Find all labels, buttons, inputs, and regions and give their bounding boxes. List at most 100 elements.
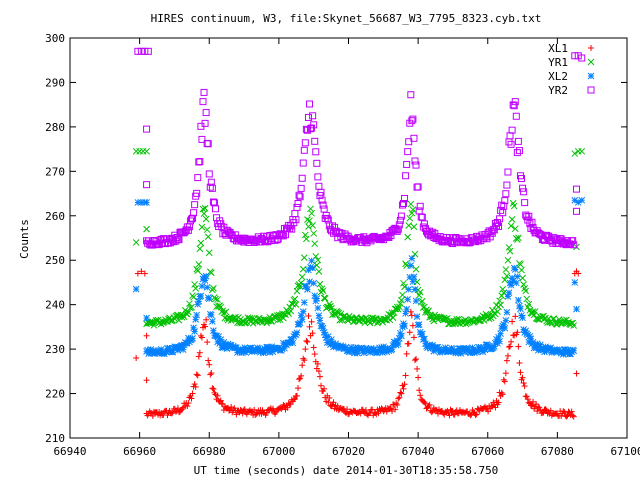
data-point	[416, 387, 423, 394]
data-point	[507, 140, 515, 148]
data-point	[298, 316, 306, 323]
data-point	[534, 408, 541, 415]
data-point	[389, 314, 397, 322]
data-point	[449, 407, 456, 414]
x-tick-label: 66980	[193, 445, 226, 458]
data-point	[319, 201, 327, 209]
data-point	[508, 338, 515, 345]
data-point	[316, 280, 324, 288]
data-point	[516, 360, 523, 367]
data-point	[303, 337, 310, 344]
data-point	[311, 240, 319, 248]
data-point	[311, 351, 318, 358]
data-point	[397, 212, 405, 220]
data-point	[317, 188, 325, 196]
data-point	[300, 254, 308, 261]
y-axis-label: Counts	[18, 219, 31, 259]
data-point	[209, 318, 216, 325]
data-point	[306, 100, 314, 108]
data-point	[508, 215, 516, 223]
data-point	[209, 385, 216, 392]
data-point	[397, 389, 404, 396]
data-point	[209, 198, 217, 206]
data-point	[533, 340, 541, 348]
data-point	[409, 206, 417, 213]
data-point	[304, 216, 311, 224]
y-tick-label: 220	[45, 388, 65, 401]
data-point	[502, 190, 510, 198]
data-point	[505, 344, 512, 351]
data-point	[511, 98, 519, 106]
data-point	[201, 277, 209, 284]
data-point	[188, 395, 195, 402]
data-point	[415, 321, 423, 328]
data-point	[314, 304, 322, 312]
data-point	[490, 399, 497, 406]
data-point	[315, 368, 322, 375]
data-point	[298, 174, 306, 182]
data-point	[503, 272, 511, 280]
data-point	[205, 295, 213, 303]
data-point	[301, 231, 309, 239]
data-point	[404, 148, 412, 156]
data-point	[194, 174, 202, 182]
data-point	[279, 232, 287, 240]
data-point	[510, 102, 518, 110]
data-point	[210, 386, 217, 393]
data-point	[528, 402, 535, 409]
data-point	[192, 285, 200, 292]
data-point	[560, 408, 567, 415]
data-point	[517, 305, 524, 313]
data-point	[193, 189, 201, 197]
data-point	[314, 173, 322, 181]
x-tick-label: 67080	[541, 445, 574, 458]
data-point	[312, 148, 320, 156]
data-point	[410, 134, 418, 142]
data-point	[292, 301, 300, 308]
data-point	[319, 287, 327, 295]
legend-label: YR1	[548, 56, 568, 69]
data-point	[404, 295, 412, 303]
data-point	[309, 222, 316, 229]
data-point	[132, 239, 140, 246]
data-point	[421, 399, 428, 406]
data-point	[184, 226, 192, 234]
data-point	[206, 183, 214, 191]
data-point	[398, 390, 405, 397]
x-axis-label: UT time (seconds) date 2014-01-30T18:35:…	[194, 464, 499, 477]
data-points	[132, 47, 586, 420]
data-point	[297, 184, 305, 192]
data-point	[404, 233, 412, 241]
data-point	[205, 170, 213, 178]
data-point	[191, 201, 199, 209]
data-point	[513, 273, 521, 280]
data-point	[392, 406, 399, 413]
data-point	[257, 318, 264, 326]
data-point	[407, 200, 415, 208]
data-point	[185, 308, 192, 316]
data-point	[522, 287, 530, 295]
data-point	[174, 235, 182, 243]
data-point	[496, 297, 503, 305]
data-point	[523, 295, 531, 303]
data-point	[192, 316, 200, 323]
data-point	[525, 300, 533, 308]
data-point	[503, 308, 511, 316]
data-point	[446, 412, 453, 419]
series-xl1	[133, 268, 582, 420]
data-point	[472, 412, 479, 419]
data-point	[512, 313, 519, 320]
data-point	[509, 318, 516, 325]
data-point	[233, 411, 240, 418]
y-tick-label: 240	[45, 299, 65, 312]
data-point	[175, 236, 183, 244]
data-point	[138, 268, 145, 275]
data-point	[208, 184, 216, 192]
y-tick-label: 270	[45, 165, 65, 178]
data-point	[304, 338, 311, 345]
series-yr2	[134, 47, 586, 249]
data-point	[289, 339, 297, 347]
data-point	[199, 98, 207, 106]
data-point	[362, 407, 369, 414]
data-point	[306, 323, 313, 330]
